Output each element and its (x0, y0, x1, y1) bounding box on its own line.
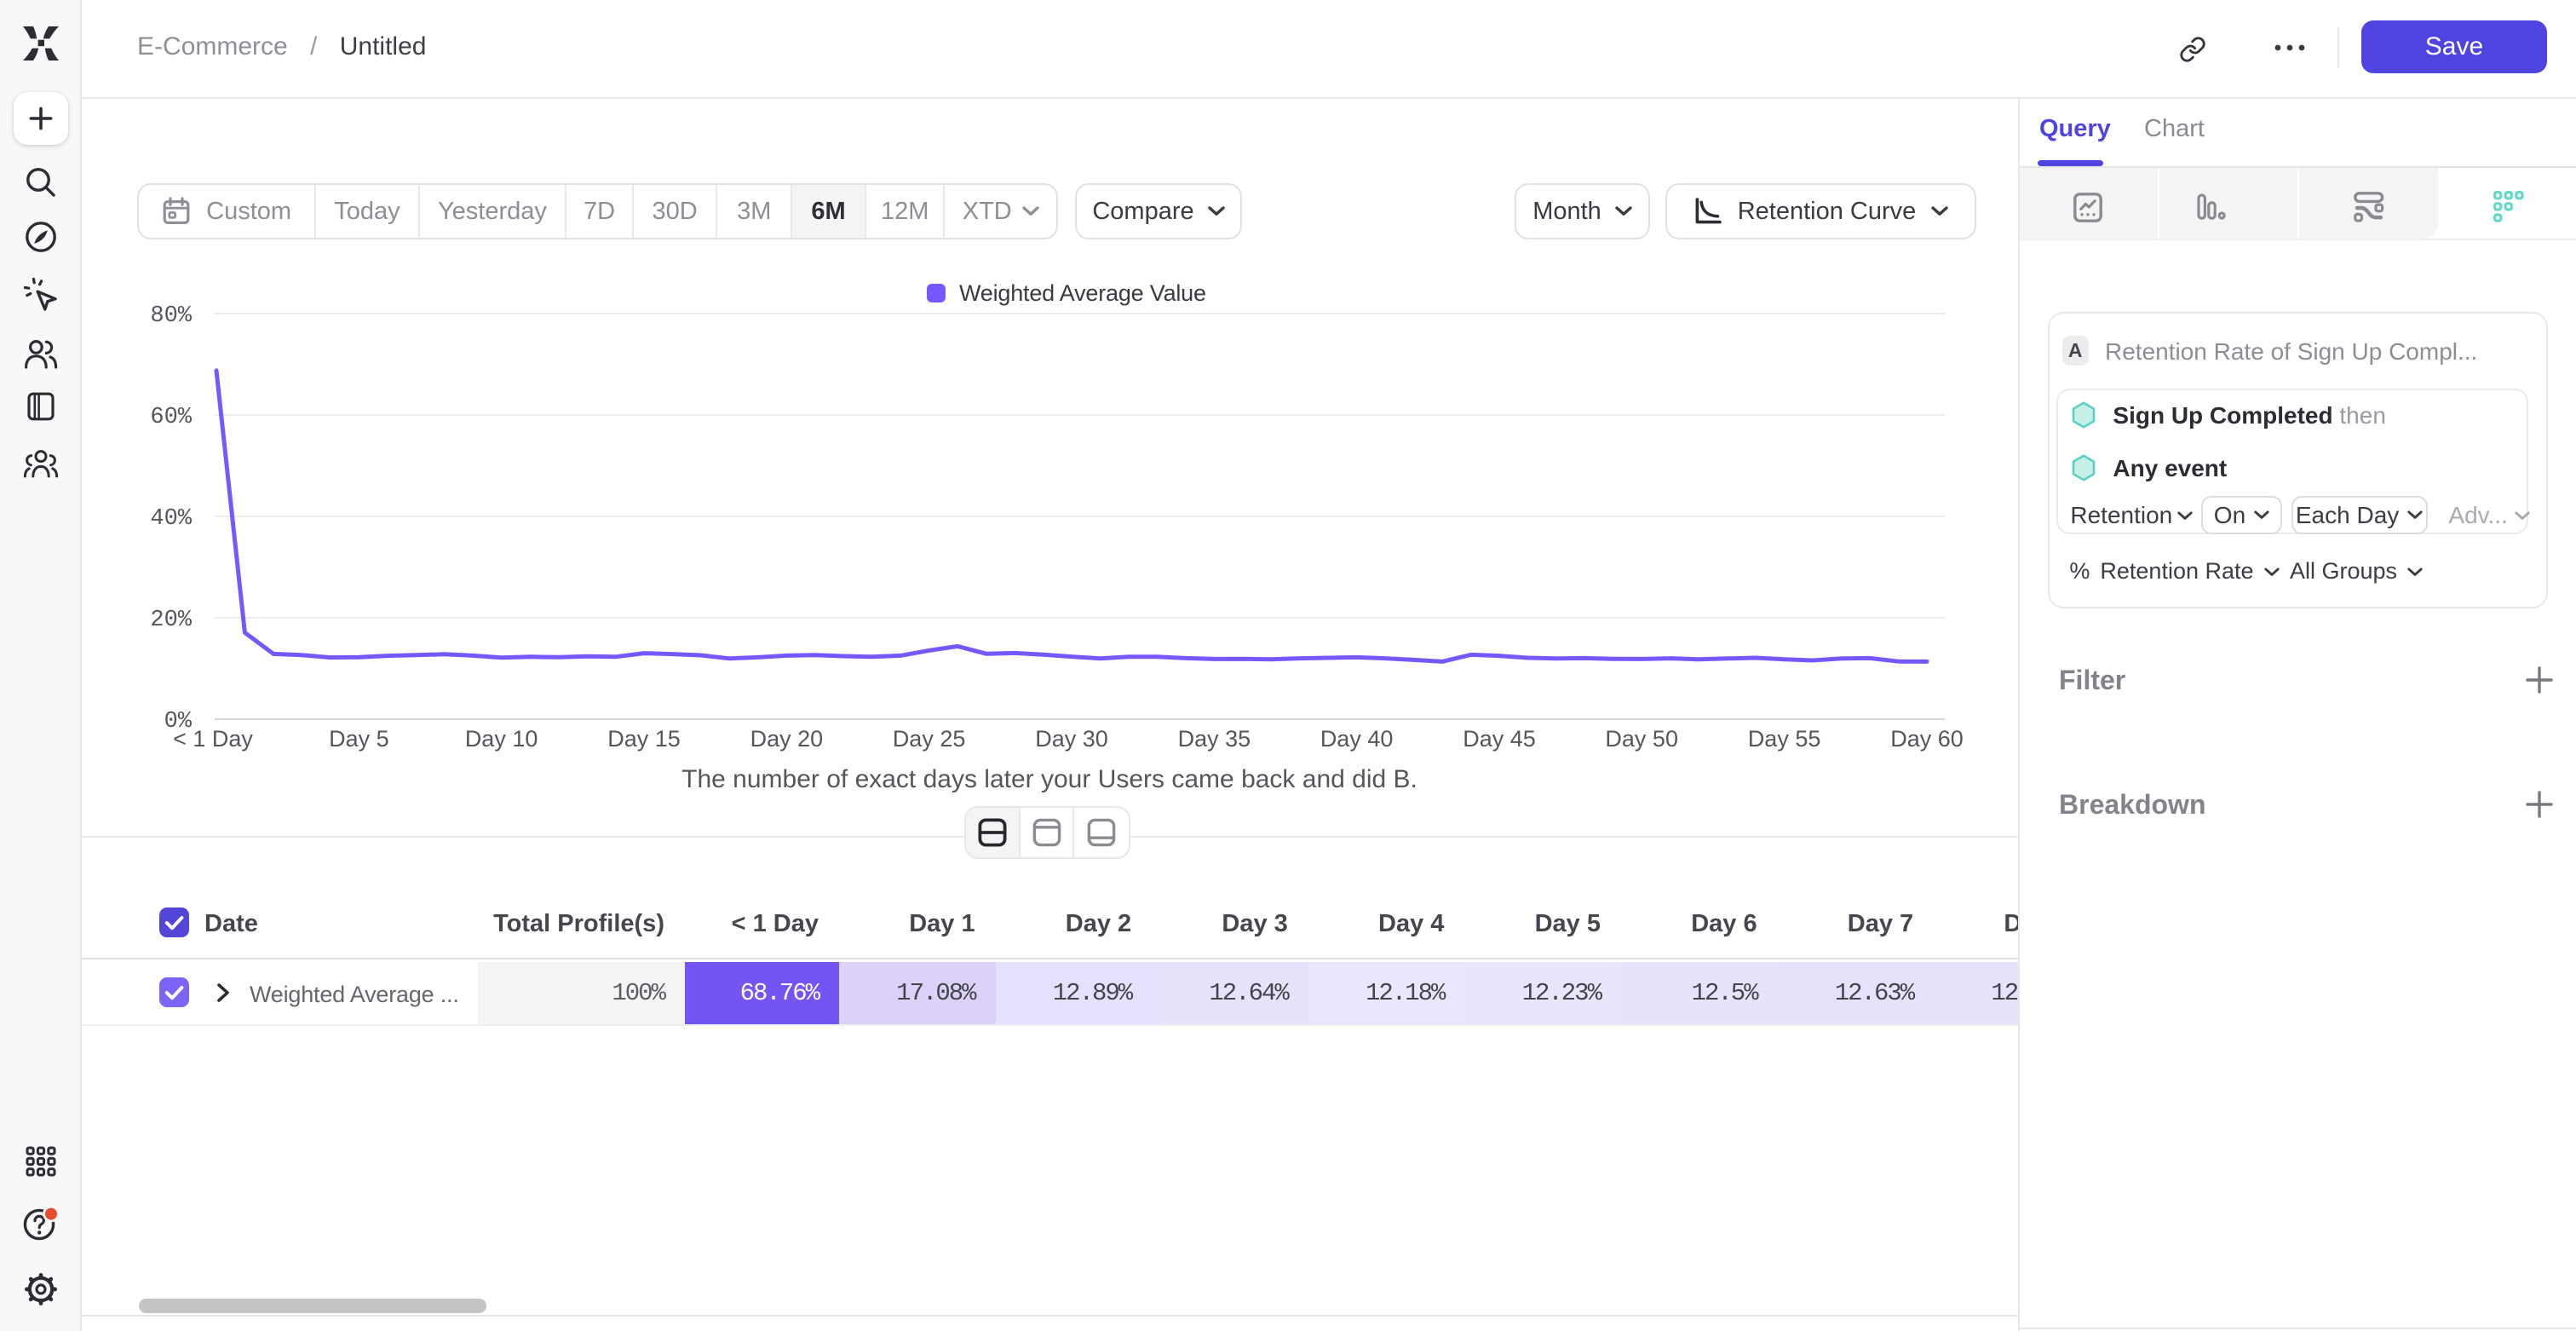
svg-text:Day 20: Day 20 (750, 726, 824, 752)
svg-text:Day 55: Day 55 (1748, 726, 1821, 752)
svg-text:40%: 40% (150, 506, 192, 532)
svg-text:< 1 Day: < 1 Day (173, 726, 253, 752)
svg-text:Day 45: Day 45 (1463, 726, 1536, 752)
svg-text:60%: 60% (150, 405, 192, 430)
svg-text:Day 35: Day 35 (1178, 726, 1251, 752)
svg-text:Day 30: Day 30 (1035, 726, 1108, 752)
svg-text:Day 10: Day 10 (465, 726, 538, 752)
svg-text:Day 50: Day 50 (1605, 726, 1678, 752)
svg-text:Day 5: Day 5 (329, 726, 389, 752)
svg-text:80%: 80% (150, 303, 192, 329)
svg-text:20%: 20% (150, 608, 192, 633)
svg-text:Day 40: Day 40 (1320, 726, 1394, 752)
svg-text:Day 25: Day 25 (893, 726, 966, 752)
svg-text:Day 15: Day 15 (607, 726, 681, 752)
svg-text:Day 60: Day 60 (1890, 726, 1964, 752)
svg-text:0%: 0% (164, 709, 193, 735)
